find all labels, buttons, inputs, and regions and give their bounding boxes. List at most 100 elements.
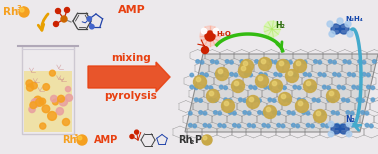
Circle shape — [283, 86, 286, 90]
Circle shape — [224, 86, 228, 90]
Circle shape — [31, 99, 40, 107]
Circle shape — [219, 73, 223, 77]
Circle shape — [205, 31, 215, 41]
Circle shape — [277, 123, 280, 127]
Circle shape — [50, 70, 56, 76]
Circle shape — [285, 69, 299, 83]
Circle shape — [252, 124, 256, 128]
Circle shape — [241, 66, 246, 71]
Circle shape — [200, 61, 204, 64]
Circle shape — [350, 111, 354, 115]
Text: N₂H₄: N₂H₄ — [345, 16, 363, 22]
Circle shape — [329, 91, 334, 96]
Circle shape — [361, 99, 364, 102]
Circle shape — [356, 98, 360, 101]
Circle shape — [196, 60, 200, 63]
Text: 3+: 3+ — [17, 5, 28, 11]
Circle shape — [262, 111, 266, 115]
Circle shape — [253, 98, 257, 101]
Circle shape — [365, 111, 369, 115]
Circle shape — [261, 59, 266, 64]
Circle shape — [199, 99, 202, 102]
Circle shape — [247, 111, 251, 115]
Polygon shape — [185, 54, 378, 132]
Circle shape — [317, 99, 320, 102]
Circle shape — [77, 135, 87, 145]
Circle shape — [259, 72, 263, 76]
Circle shape — [333, 72, 336, 76]
Circle shape — [268, 98, 272, 101]
Circle shape — [40, 123, 46, 129]
Circle shape — [312, 86, 316, 90]
Circle shape — [287, 111, 291, 114]
Circle shape — [29, 106, 35, 113]
Text: AMP: AMP — [94, 135, 118, 145]
Circle shape — [78, 136, 82, 140]
Circle shape — [287, 99, 291, 102]
Circle shape — [296, 124, 300, 128]
Circle shape — [200, 26, 220, 46]
Circle shape — [230, 72, 233, 76]
Circle shape — [304, 79, 316, 93]
Circle shape — [57, 95, 65, 102]
Circle shape — [194, 86, 198, 90]
Circle shape — [240, 60, 244, 63]
Circle shape — [352, 85, 356, 89]
Circle shape — [194, 98, 198, 101]
Circle shape — [340, 124, 344, 128]
Circle shape — [54, 22, 59, 26]
Circle shape — [342, 86, 345, 90]
Circle shape — [350, 123, 354, 127]
Circle shape — [51, 95, 57, 102]
Circle shape — [247, 123, 251, 127]
Text: mixing: mixing — [111, 53, 151, 63]
Circle shape — [262, 123, 266, 127]
Circle shape — [347, 61, 351, 64]
Circle shape — [259, 57, 271, 71]
Circle shape — [370, 124, 373, 128]
Circle shape — [297, 98, 301, 101]
Circle shape — [34, 96, 42, 104]
Circle shape — [196, 77, 201, 82]
Circle shape — [336, 123, 339, 127]
Circle shape — [346, 131, 352, 137]
Circle shape — [239, 86, 242, 90]
Circle shape — [253, 86, 257, 90]
Circle shape — [259, 61, 263, 64]
Circle shape — [296, 99, 308, 113]
Circle shape — [272, 81, 277, 86]
Circle shape — [321, 111, 325, 115]
Circle shape — [306, 111, 310, 115]
Circle shape — [65, 94, 73, 101]
Circle shape — [199, 111, 202, 114]
Circle shape — [255, 60, 258, 63]
Circle shape — [39, 98, 46, 105]
Circle shape — [331, 24, 341, 34]
Circle shape — [234, 85, 238, 89]
Circle shape — [201, 28, 207, 34]
Circle shape — [316, 111, 321, 116]
Circle shape — [281, 94, 286, 99]
Circle shape — [20, 8, 24, 12]
Circle shape — [312, 98, 316, 101]
Circle shape — [288, 71, 293, 76]
Circle shape — [48, 111, 56, 120]
Circle shape — [298, 101, 303, 106]
Circle shape — [333, 61, 336, 64]
Circle shape — [318, 61, 322, 64]
Circle shape — [342, 98, 345, 101]
Circle shape — [322, 85, 326, 89]
Circle shape — [277, 111, 280, 115]
Circle shape — [209, 86, 213, 90]
Circle shape — [358, 60, 361, 63]
Circle shape — [270, 60, 273, 63]
Circle shape — [339, 24, 349, 34]
Circle shape — [189, 111, 192, 115]
Circle shape — [327, 98, 330, 101]
Circle shape — [215, 72, 218, 76]
Circle shape — [268, 86, 272, 90]
Circle shape — [87, 17, 91, 21]
Circle shape — [325, 124, 329, 128]
Circle shape — [293, 85, 297, 89]
Text: AMP: AMP — [118, 5, 146, 15]
